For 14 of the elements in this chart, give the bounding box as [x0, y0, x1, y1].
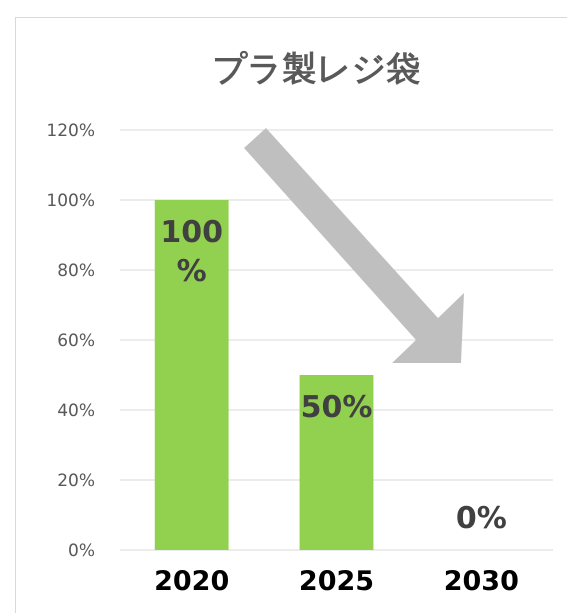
- y-tick-label: 120%: [46, 120, 95, 141]
- data-label: 0%: [456, 501, 507, 536]
- y-tick-label: 20%: [57, 470, 95, 491]
- x-tick-label: 2030: [444, 566, 519, 597]
- x-tick-label: 2020: [154, 566, 230, 597]
- chart-title: プラ製レジ袋: [212, 49, 420, 89]
- y-tick-label: 100%: [46, 190, 95, 211]
- y-tick-label: 0%: [68, 540, 95, 561]
- y-tick-label: 60%: [57, 330, 95, 351]
- x-tick-label: 2025: [298, 566, 374, 597]
- y-tick-label: 80%: [57, 260, 95, 281]
- data-label: 100%: [160, 215, 223, 289]
- data-label: 50%: [300, 390, 372, 425]
- y-tick-label: 40%: [57, 400, 95, 421]
